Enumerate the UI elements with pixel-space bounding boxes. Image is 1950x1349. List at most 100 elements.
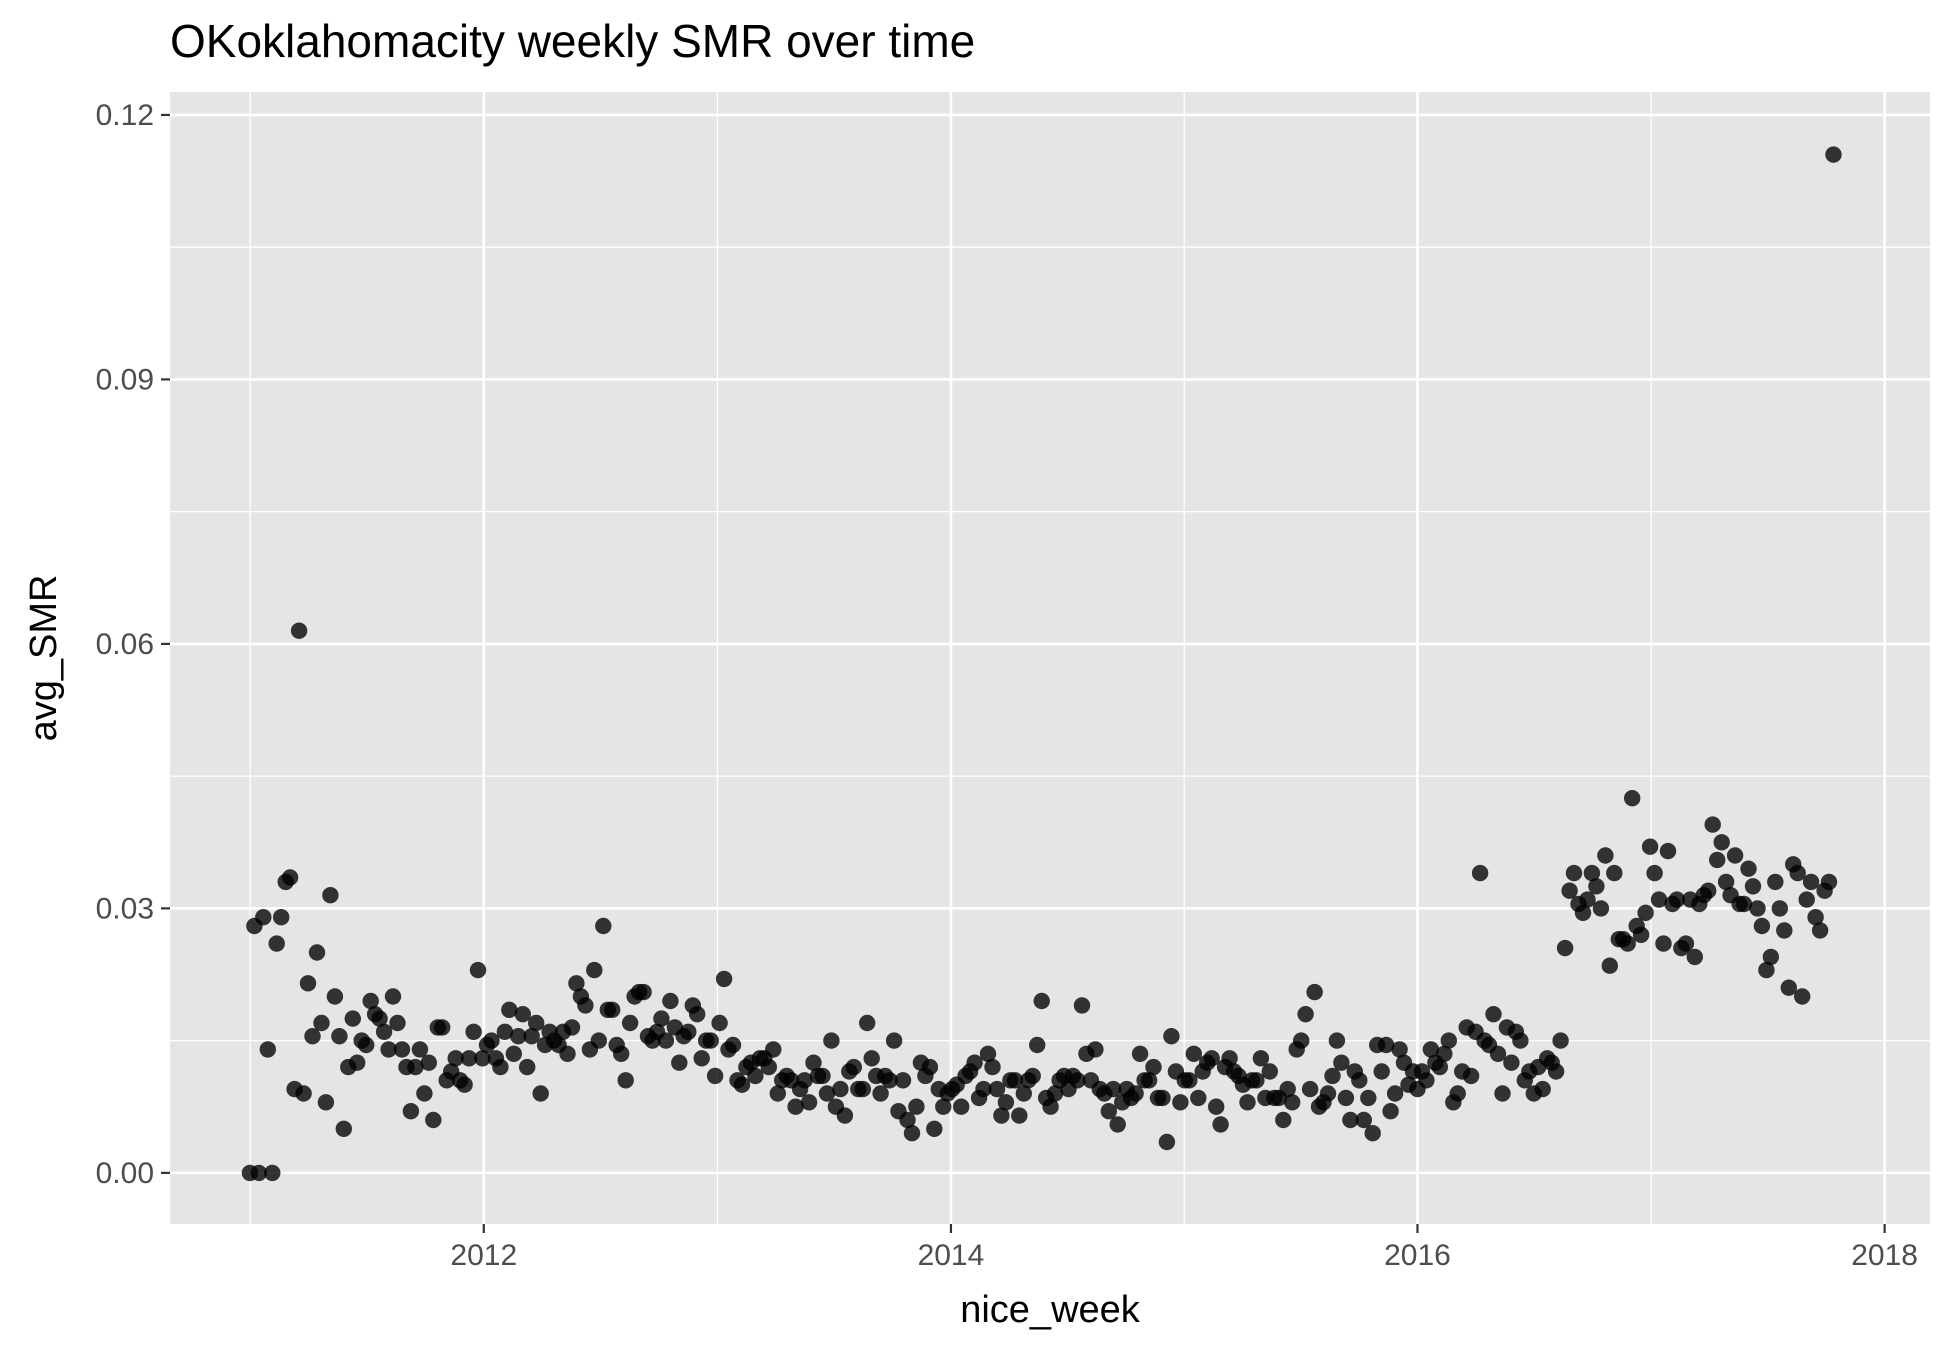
data-point bbox=[966, 1054, 983, 1071]
data-point bbox=[908, 1098, 925, 1115]
data-point bbox=[1436, 1045, 1453, 1063]
x-axis: 2012 2014 2016 2018 bbox=[450, 1224, 1918, 1272]
data-point bbox=[814, 1067, 831, 1085]
data-point bbox=[1619, 935, 1636, 952]
data-point bbox=[818, 1085, 836, 1102]
data-point bbox=[662, 992, 679, 1010]
data-point bbox=[1239, 1094, 1256, 1111]
data-point bbox=[273, 909, 290, 926]
data-point bbox=[1324, 1067, 1341, 1085]
data-point bbox=[1261, 1063, 1279, 1080]
data-point bbox=[1758, 961, 1775, 979]
y-tick-label: 0.00 bbox=[96, 1157, 154, 1190]
data-point bbox=[1208, 1098, 1225, 1115]
data-point bbox=[671, 1054, 688, 1071]
data-point bbox=[724, 1036, 742, 1054]
data-point bbox=[492, 1058, 509, 1076]
data-point bbox=[563, 1019, 581, 1036]
data-point bbox=[1024, 1067, 1041, 1085]
data-point bbox=[1449, 1085, 1466, 1102]
data-point bbox=[765, 1041, 782, 1058]
x-tick-label: 2018 bbox=[1851, 1239, 1918, 1272]
data-point bbox=[299, 975, 317, 992]
data-point bbox=[1503, 1054, 1520, 1071]
data-point bbox=[313, 1014, 330, 1032]
data-point bbox=[1355, 1111, 1373, 1129]
data-point bbox=[1471, 864, 1489, 882]
data-point bbox=[501, 1001, 518, 1018]
y-tick-label: 0.06 bbox=[96, 628, 154, 661]
data-point bbox=[514, 1006, 531, 1023]
data-point bbox=[1440, 1032, 1458, 1049]
data-point bbox=[586, 961, 603, 979]
data-point bbox=[1686, 948, 1704, 966]
data-point bbox=[425, 1111, 442, 1129]
data-point bbox=[657, 1032, 675, 1049]
data-point bbox=[1131, 1045, 1149, 1063]
data-point bbox=[568, 975, 585, 992]
data-point bbox=[1328, 1032, 1346, 1049]
data-point bbox=[975, 1080, 992, 1098]
data-point bbox=[335, 1120, 352, 1138]
data-point bbox=[1825, 146, 1842, 163]
data-point bbox=[326, 988, 344, 1005]
data-point bbox=[456, 1076, 473, 1093]
data-point bbox=[1771, 900, 1789, 917]
data-point bbox=[1042, 1098, 1059, 1115]
data-point bbox=[1552, 1032, 1569, 1049]
data-point bbox=[653, 1010, 670, 1027]
data-point bbox=[259, 1041, 276, 1058]
data-point bbox=[1011, 1107, 1028, 1124]
data-point bbox=[1762, 948, 1780, 966]
data-point bbox=[1221, 1050, 1238, 1067]
data-point bbox=[1485, 1006, 1502, 1023]
data-point bbox=[1789, 864, 1806, 882]
data-point bbox=[1646, 864, 1663, 882]
data-point bbox=[693, 1050, 710, 1067]
data-point bbox=[1807, 909, 1824, 926]
data-point bbox=[845, 1058, 862, 1076]
data-point bbox=[1275, 1111, 1292, 1129]
data-point bbox=[1386, 1085, 1404, 1102]
data-point bbox=[894, 1072, 912, 1089]
data-point bbox=[317, 1094, 335, 1111]
data-point bbox=[375, 1023, 393, 1040]
data-point bbox=[1579, 891, 1596, 908]
y-tick-label: 0.09 bbox=[96, 363, 154, 396]
x-tick-label: 2012 bbox=[450, 1239, 517, 1272]
data-point bbox=[711, 1014, 728, 1032]
data-point bbox=[1073, 997, 1091, 1014]
data-point bbox=[1100, 1103, 1118, 1120]
data-point bbox=[1360, 1089, 1377, 1107]
data-point bbox=[1592, 900, 1610, 917]
data-point bbox=[1726, 847, 1744, 864]
data-point bbox=[872, 1085, 889, 1102]
data-point bbox=[1333, 1054, 1350, 1071]
y-tick-label: 0.03 bbox=[96, 892, 154, 925]
data-point bbox=[1422, 1041, 1440, 1058]
data-point bbox=[1069, 1072, 1086, 1089]
data-point bbox=[411, 1041, 429, 1058]
data-point bbox=[635, 983, 652, 1001]
data-point bbox=[1735, 895, 1753, 913]
data-point bbox=[1364, 1125, 1381, 1142]
data-point bbox=[1293, 1032, 1310, 1049]
data-point bbox=[434, 1019, 451, 1036]
data-point bbox=[264, 1164, 281, 1182]
data-point bbox=[1700, 882, 1717, 899]
data-point bbox=[1046, 1085, 1064, 1102]
data-point bbox=[362, 992, 379, 1010]
data-point bbox=[881, 1072, 898, 1089]
data-point bbox=[384, 988, 402, 1005]
data-point bbox=[474, 1050, 491, 1067]
data-point bbox=[590, 1032, 607, 1049]
data-point bbox=[1105, 1080, 1122, 1098]
data-point bbox=[1418, 1072, 1435, 1089]
data-point bbox=[926, 1120, 943, 1138]
data-point bbox=[416, 1085, 433, 1102]
data-point bbox=[519, 1058, 536, 1076]
data-point bbox=[935, 1098, 952, 1115]
x-tick-label: 2014 bbox=[918, 1239, 985, 1272]
data-point bbox=[805, 1054, 822, 1071]
